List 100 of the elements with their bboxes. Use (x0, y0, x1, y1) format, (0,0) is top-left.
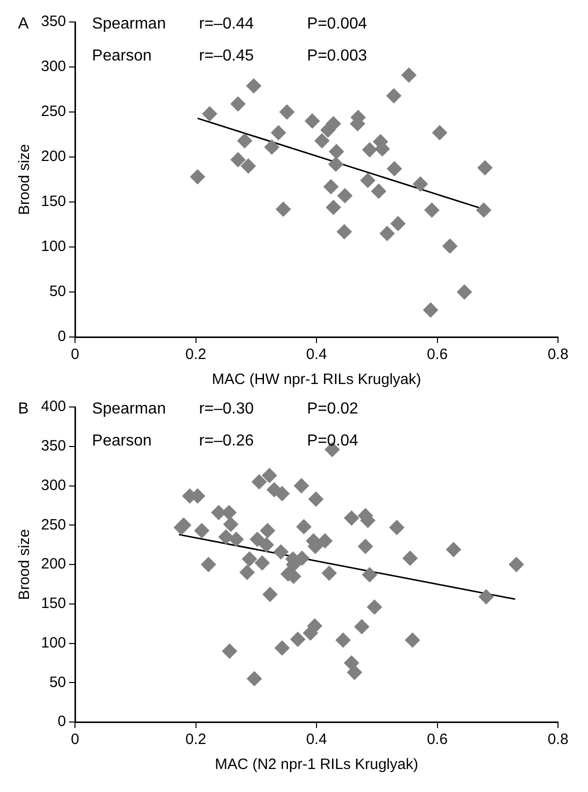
point (412, 176, 428, 192)
annotation: r=–0.44 (199, 15, 254, 32)
x-tick-label: 0.2 (185, 731, 206, 748)
point (242, 551, 257, 566)
point (228, 532, 244, 547)
point (274, 486, 290, 502)
y-tick-label: 250 (40, 103, 66, 120)
y-tick-label: 0 (58, 713, 66, 730)
point (264, 140, 280, 155)
y-tick-label: 100 (40, 238, 66, 256)
point (354, 619, 370, 634)
point (371, 184, 386, 199)
point (194, 523, 210, 538)
annotation: P=0.04 (307, 432, 358, 450)
x-tick-label: 0 (70, 731, 80, 748)
y-tick-label: 350 (40, 438, 66, 455)
point (314, 133, 330, 148)
point (223, 516, 238, 532)
point (360, 172, 376, 188)
point (258, 537, 274, 552)
y-tick-label: 100 (40, 634, 66, 652)
x-tick-label: 0.4 (306, 346, 327, 364)
point (246, 671, 262, 686)
y-axis-title: Brood size (16, 144, 34, 215)
point (386, 161, 402, 176)
point (405, 632, 420, 648)
point (276, 202, 291, 217)
x-tick-label: 0.4 (306, 731, 327, 748)
point (273, 544, 288, 560)
y-tick-label: 300 (40, 476, 66, 494)
annotation: Spearman (92, 400, 166, 418)
point (254, 555, 270, 570)
point (477, 160, 492, 176)
y-tick-label: 300 (40, 58, 66, 76)
point (328, 156, 344, 172)
point (446, 542, 462, 558)
y-tick-label: 150 (40, 595, 66, 612)
point (337, 188, 352, 204)
x-tick-label: 0.6 (426, 346, 448, 364)
annotation: Pearson (92, 432, 152, 450)
annotation: r=–0.26 (199, 432, 254, 450)
point (347, 664, 362, 680)
point (294, 478, 309, 494)
point (326, 116, 341, 132)
point (324, 179, 339, 194)
x-tick-label: 0.6 (426, 731, 448, 748)
point (476, 202, 492, 218)
annotation: Pearson (92, 47, 152, 64)
point (401, 68, 416, 83)
point (362, 142, 378, 158)
point (246, 78, 262, 94)
y-tick-label: 200 (40, 556, 66, 573)
point (380, 226, 395, 241)
point (317, 533, 332, 548)
point (274, 640, 290, 656)
x-tick-label: 0.8 (548, 731, 568, 748)
point (240, 158, 256, 174)
y-axis-title: Brood size (16, 529, 34, 600)
point (358, 538, 373, 554)
point (290, 632, 306, 647)
point (237, 133, 252, 148)
y-tick-label: 0 (58, 328, 66, 346)
point (308, 492, 324, 507)
point (432, 125, 448, 140)
point (389, 520, 404, 535)
point (344, 655, 360, 670)
y-tick-label: 400 (40, 398, 66, 416)
point (344, 510, 360, 526)
point (478, 589, 494, 604)
point (328, 144, 344, 160)
x-axis-title: MAC (HW npr-1 RILs Kruglyak) (212, 371, 422, 388)
point (296, 519, 312, 534)
point (366, 600, 382, 615)
chart-title: A (18, 15, 29, 32)
chart-title: B (18, 400, 29, 418)
point (336, 632, 351, 648)
point (190, 169, 206, 184)
point (279, 104, 294, 120)
point (390, 216, 406, 232)
annotation: P=0.02 (307, 400, 358, 418)
y-tick-label: 200 (40, 148, 66, 166)
x-tick-label: 0.2 (185, 346, 206, 364)
point (402, 550, 418, 566)
annotation: Spearman (92, 15, 166, 32)
x-axis-title: MAC (N2 npr-1 RILs Kruglyak) (214, 756, 418, 774)
point (326, 200, 341, 215)
annotation: P=0.003 (307, 47, 368, 64)
point (262, 586, 278, 602)
point (202, 106, 218, 122)
point (508, 557, 524, 572)
point (230, 152, 246, 168)
annotation: P=0.004 (307, 15, 368, 32)
y-tick-label: 250 (40, 516, 66, 534)
y-tick-label: 50 (49, 674, 66, 691)
point (424, 202, 440, 218)
point (336, 224, 352, 240)
point (240, 564, 255, 580)
point (222, 644, 238, 659)
point (262, 468, 277, 484)
y-tick-label: 350 (40, 13, 66, 30)
